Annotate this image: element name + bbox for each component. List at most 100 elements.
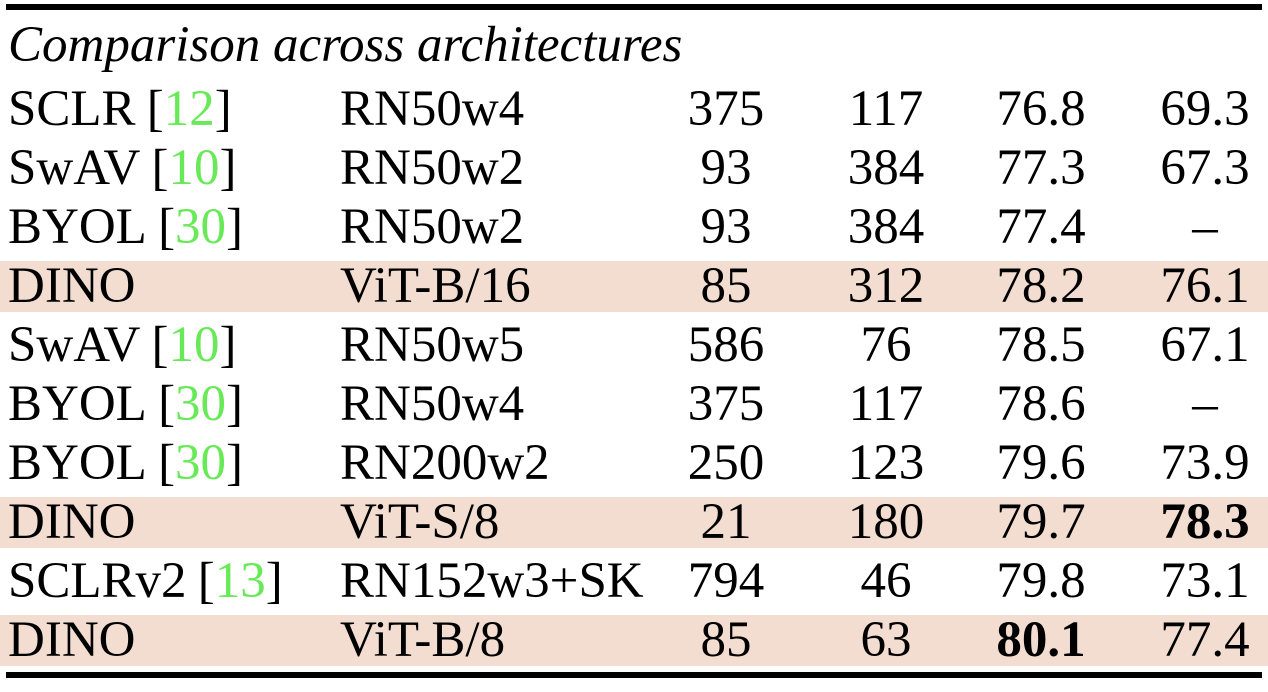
citation-bracket-right: ] — [219, 140, 237, 196]
table-row-highlighted: DINO ViT-B/16 85 312 78.2 76.1 — [0, 257, 1268, 316]
method-name: SwAV — [8, 140, 141, 196]
knn-cell: 73.1 — [1160, 553, 1250, 609]
throughput-cell: 76 — [860, 317, 912, 373]
architecture-cell: ViT-S/8 — [340, 494, 500, 550]
architecture-comparison-table: SCLR [12] RN50w4 375 117 76.8 69.3 SwAV [1… — [0, 80, 1268, 670]
bottom-rule — [6, 672, 1262, 678]
citation-bracket-right: ] — [265, 553, 283, 609]
knn-cell: 76.1 — [1160, 258, 1250, 314]
throughput-cell: 117 — [848, 376, 924, 432]
knn-cell: 69.3 — [1160, 81, 1250, 137]
linear-cell: 77.3 — [996, 140, 1086, 196]
table-row-highlighted: DINO ViT-B/8 85 63 80.1 77.4 — [0, 611, 1268, 670]
citation-bracket-right: ] — [226, 199, 244, 255]
linear-cell: 79.8 — [996, 553, 1086, 609]
knn-cell: 77.4 — [1160, 612, 1250, 668]
throughput-cell: 384 — [847, 199, 925, 255]
knn-cell: 67.3 — [1160, 140, 1250, 196]
table-row: SCLRv2 [13] RN152w3+SK 794 46 79.8 73.1 — [0, 552, 1268, 611]
citation: [30] — [158, 376, 243, 432]
method-cell: DINO — [0, 261, 340, 312]
method-name: SwAV — [8, 317, 141, 373]
architecture-cell: RN152w3+SK — [340, 553, 644, 609]
method-name: SCLRv2 — [8, 553, 187, 609]
method-cell: SwAV [10] — [0, 320, 340, 371]
citation-bracket-right: ] — [219, 317, 237, 373]
params-cell: 85 — [700, 612, 752, 668]
method-cell: BYOL [30] — [0, 379, 340, 430]
knn-cell: 73.9 — [1160, 435, 1250, 491]
knn-cell: – — [1192, 376, 1218, 432]
linear-cell: 77.4 — [996, 199, 1086, 255]
citation: [10] — [152, 140, 237, 196]
architecture-cell: RN50w4 — [340, 376, 525, 432]
linear-cell: 78.5 — [996, 317, 1086, 373]
method-cell: SCLRv2 [13] — [0, 556, 340, 607]
citation: [30] — [158, 435, 243, 491]
citation-number: 30 — [175, 199, 227, 255]
citation-bracket-left: [ — [197, 553, 215, 609]
throughput-cell: 46 — [860, 553, 912, 609]
citation: [13] — [198, 553, 283, 609]
citation: [30] — [158, 199, 243, 255]
citation-number: 13 — [214, 553, 266, 609]
citation-number: 12 — [163, 81, 215, 137]
architecture-cell: RN50w2 — [340, 140, 525, 196]
citation-number: 30 — [175, 435, 227, 491]
citation-bracket-left: [ — [158, 435, 176, 491]
knn-cell: – — [1192, 199, 1218, 255]
method-cell: BYOL [30] — [0, 438, 340, 489]
method-name: DINO — [8, 258, 136, 314]
citation-bracket-left: [ — [146, 81, 164, 137]
linear-cell: 76.8 — [996, 81, 1086, 137]
architecture-cell: ViT-B/16 — [340, 258, 531, 314]
linear-cell: 78.2 — [996, 258, 1086, 314]
linear-cell-best: 80.1 — [996, 612, 1086, 668]
citation: [10] — [152, 317, 237, 373]
citation-bracket-right: ] — [214, 81, 232, 137]
citation-bracket-right: ] — [226, 435, 244, 491]
throughput-cell: 384 — [847, 140, 925, 196]
params-cell: 375 — [687, 81, 765, 137]
throughput-cell: 63 — [860, 612, 912, 668]
linear-cell: 78.6 — [996, 376, 1086, 432]
method-cell: DINO — [0, 497, 340, 548]
knn-cell: 67.1 — [1160, 317, 1250, 373]
citation: [12] — [147, 81, 232, 137]
architecture-cell: ViT-B/8 — [340, 612, 506, 668]
params-cell: 93 — [700, 140, 752, 196]
table-row: BYOL [30] RN50w2 93 384 77.4 – — [0, 198, 1268, 257]
section-title: Comparison across architectures — [8, 17, 683, 73]
throughput-cell: 312 — [847, 258, 925, 314]
params-cell: 85 — [700, 258, 752, 314]
table-row: SwAV [10] RN50w5 586 76 78.5 67.1 — [0, 316, 1268, 375]
method-name: DINO — [8, 612, 136, 668]
architecture-cell: RN50w2 — [340, 199, 525, 255]
citation-bracket-left: [ — [151, 317, 169, 373]
table-row: SCLR [12] RN50w4 375 117 76.8 69.3 — [0, 80, 1268, 139]
method-cell: DINO — [0, 615, 340, 666]
citation-bracket-left: [ — [158, 376, 176, 432]
top-rule — [6, 4, 1262, 10]
citation-bracket-right: ] — [226, 376, 244, 432]
params-cell: 21 — [700, 494, 752, 550]
architecture-cell: RN50w4 — [340, 81, 525, 137]
throughput-cell: 117 — [848, 81, 924, 137]
params-cell: 375 — [687, 376, 765, 432]
method-name: DINO — [8, 494, 136, 550]
linear-cell: 79.6 — [996, 435, 1086, 491]
method-name: BYOL — [8, 199, 147, 255]
method-name: SCLR — [8, 81, 136, 137]
citation-number: 10 — [168, 317, 220, 373]
knn-cell-best: 78.3 — [1160, 494, 1250, 550]
architecture-cell: RN200w2 — [340, 435, 550, 491]
throughput-cell: 123 — [847, 435, 925, 491]
table-row: BYOL [30] RN200w2 250 123 79.6 73.9 — [0, 434, 1268, 493]
method-name: BYOL — [8, 376, 147, 432]
table-row: SwAV [10] RN50w2 93 384 77.3 67.3 — [0, 139, 1268, 198]
architecture-cell: RN50w5 — [340, 317, 525, 373]
params-cell: 794 — [687, 553, 765, 609]
params-cell: 93 — [700, 199, 752, 255]
method-name: BYOL — [8, 435, 147, 491]
citation-number: 10 — [168, 140, 220, 196]
